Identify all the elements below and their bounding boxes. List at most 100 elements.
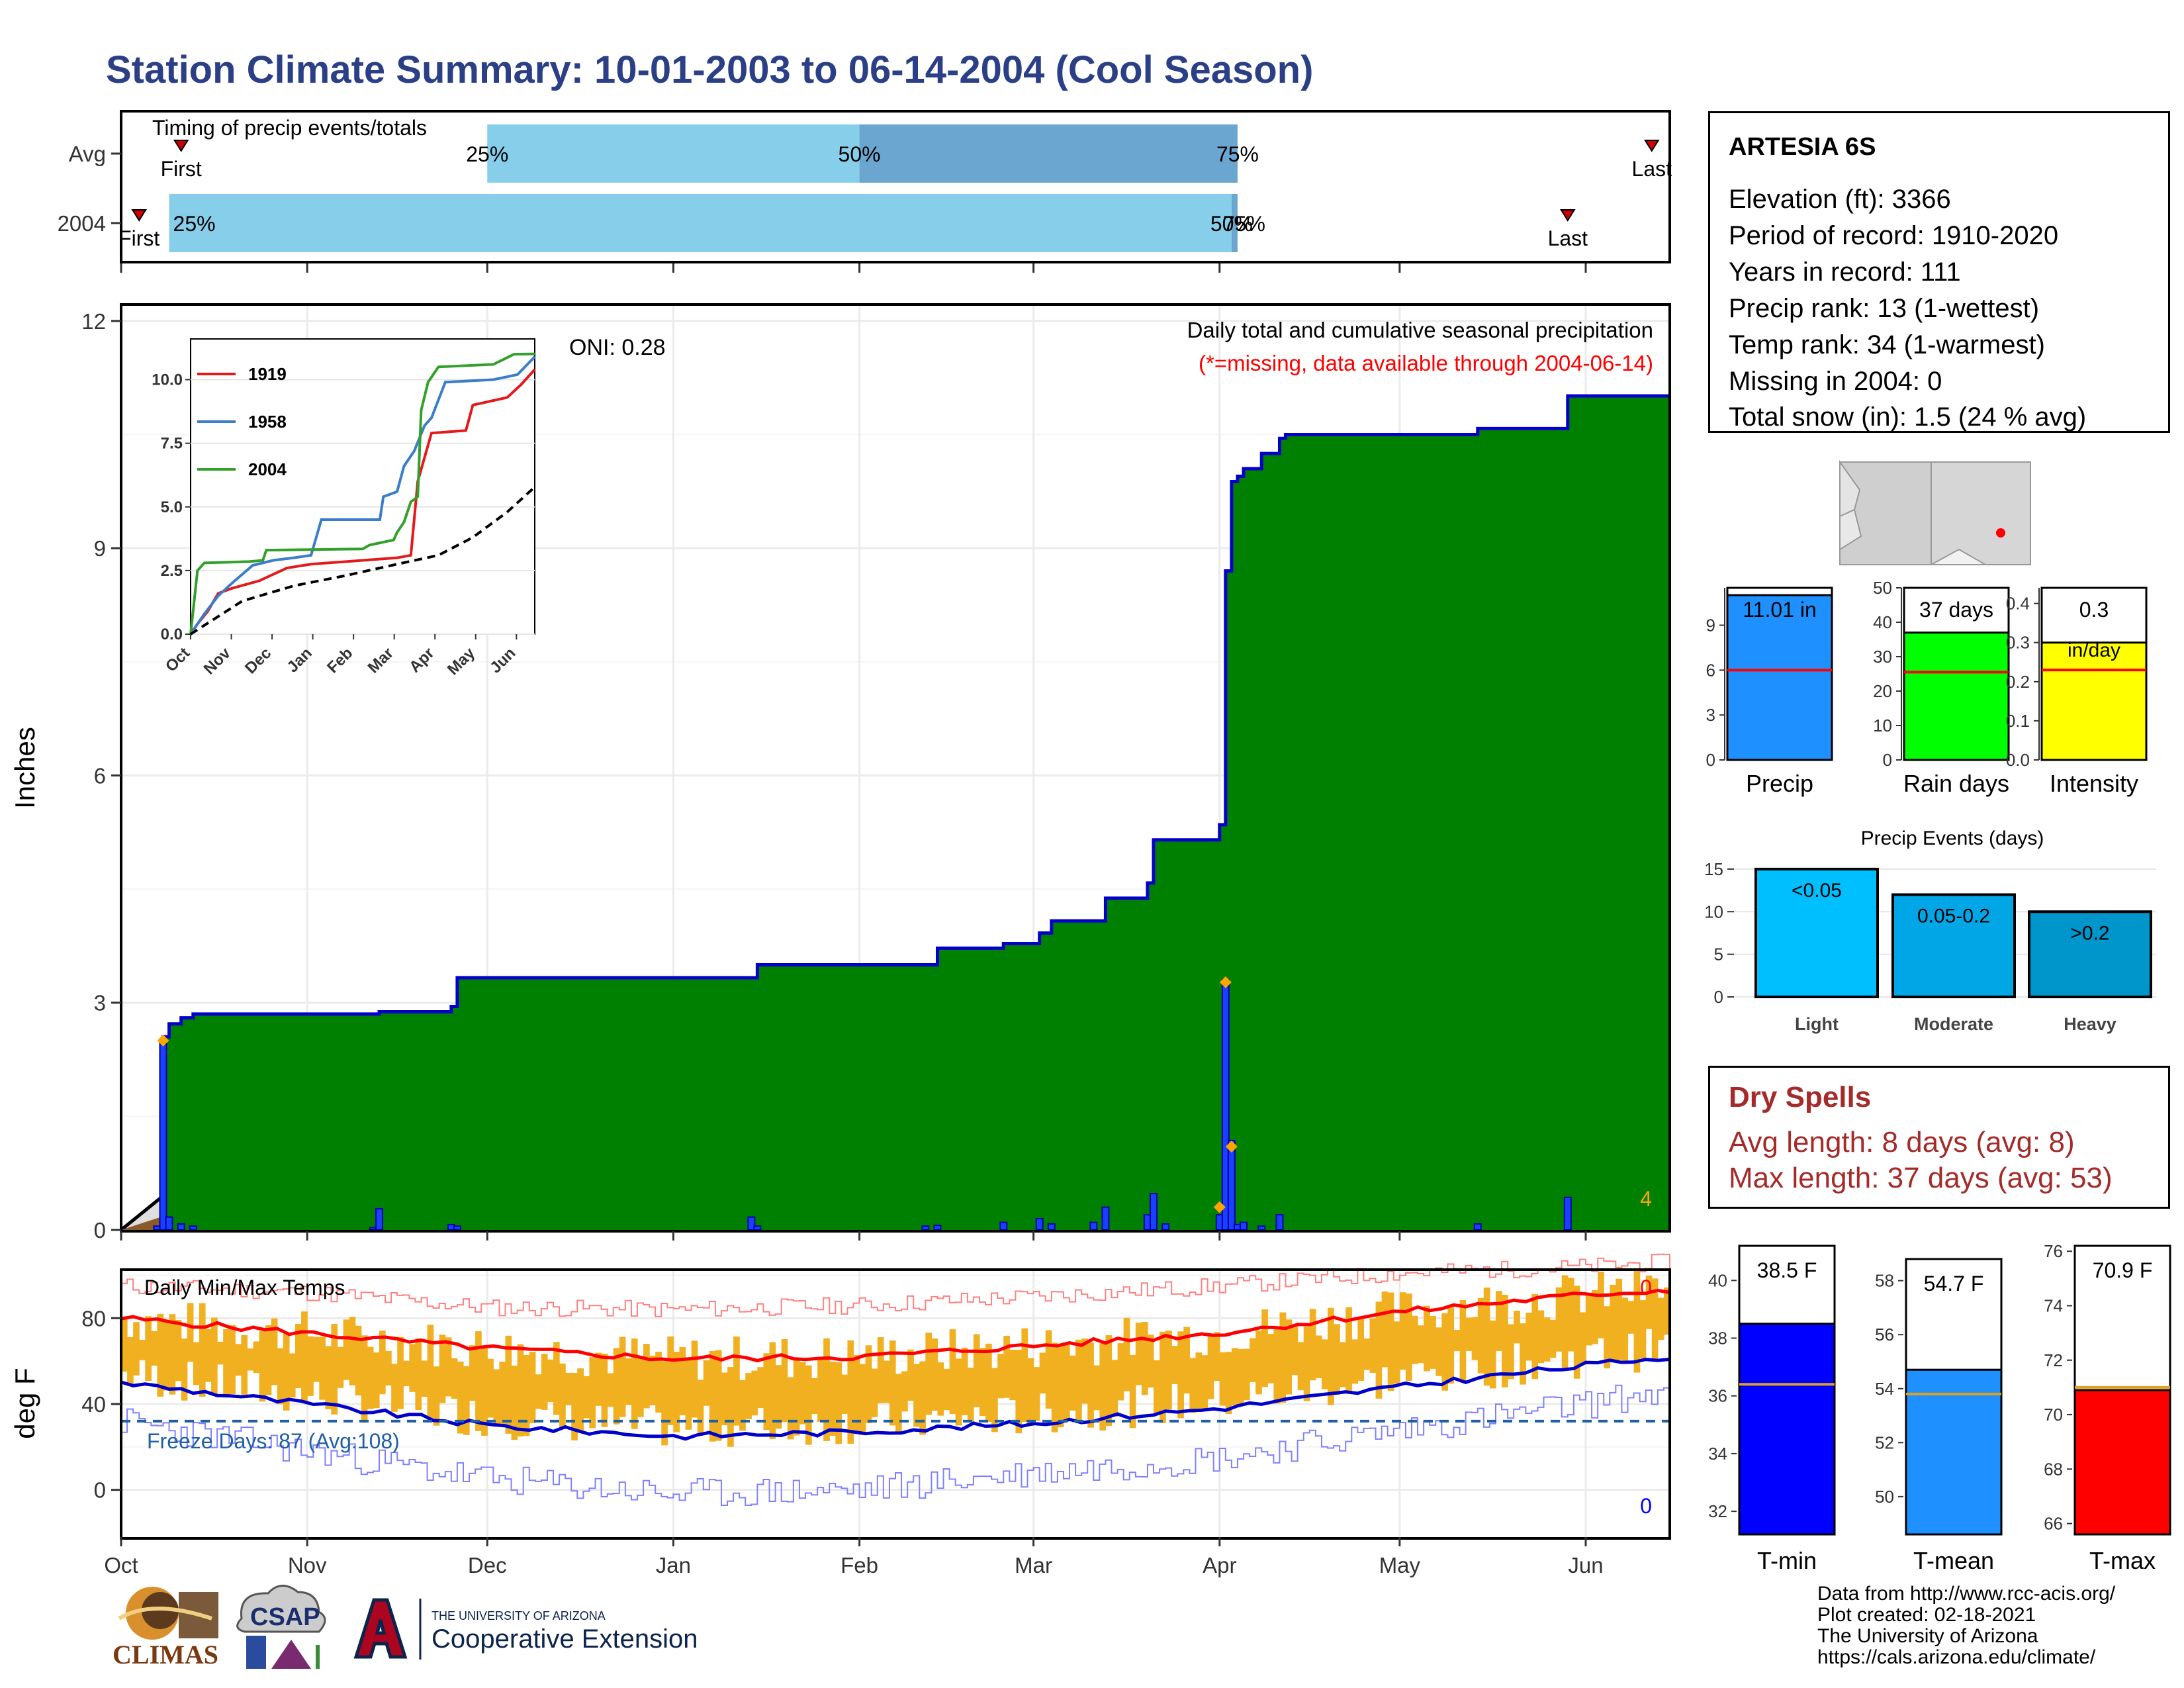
daily-temp-bar xyxy=(1195,1352,1203,1409)
timing-p50-label: 50% xyxy=(1210,212,1253,236)
daily-temp-bar xyxy=(1334,1324,1340,1395)
daily-temp-bar xyxy=(1399,1292,1406,1370)
daily-temp-bar xyxy=(361,1335,368,1423)
daily-temp-bar xyxy=(937,1362,944,1416)
inset-ytick-label: 5.0 xyxy=(161,498,183,516)
daily-temp-bar xyxy=(169,1314,176,1395)
daily-temp-bar xyxy=(1160,1331,1166,1423)
daily-temp-bar xyxy=(1075,1339,1082,1424)
temp-summary-fill xyxy=(1738,1323,1836,1536)
daily-temp-bar xyxy=(1430,1316,1436,1369)
station-snow: Total snow (in): 1.5 (24 % avg) xyxy=(1729,402,2087,432)
daily-precip-bar xyxy=(189,1225,197,1231)
temp-summary-ytick-label: 54 xyxy=(1875,1379,1894,1399)
daily-temp-bar xyxy=(295,1324,302,1388)
daily-temp-bar xyxy=(1586,1294,1592,1346)
daily-temp-bar xyxy=(1502,1294,1508,1387)
daily-precip-bar xyxy=(1473,1223,1482,1231)
daily-temp-bar xyxy=(1105,1335,1113,1427)
daily-temp-bar xyxy=(1345,1307,1352,1392)
daily-temp-bar xyxy=(1598,1272,1604,1338)
daily-temp-bar xyxy=(319,1336,326,1400)
daily-temp-bar xyxy=(1592,1290,1598,1344)
daily-temp-bar xyxy=(1514,1310,1520,1344)
temp-summary-label: T-min xyxy=(1757,1547,1817,1574)
daily-temp-bar xyxy=(955,1358,962,1426)
temp-summary-ytick-label: 50 xyxy=(1875,1487,1894,1507)
daily-temp-bar xyxy=(1321,1339,1328,1389)
summary-bar-ytick-label: 0 xyxy=(1883,750,1892,770)
daily-temp-bar xyxy=(1297,1342,1304,1391)
station-precip-rank: Precip rank: 13 (1-wettest) xyxy=(1729,294,2040,323)
daily-precip-bar xyxy=(1035,1217,1044,1231)
summary-bar-ytick-label: 0.3 xyxy=(2006,633,2030,653)
avg-min-line xyxy=(120,1357,1670,1441)
timing-last-marker xyxy=(1560,209,1576,222)
daily-temp-bar xyxy=(835,1362,842,1444)
daily-temp-bar xyxy=(943,1368,950,1411)
inset-frame xyxy=(190,338,535,635)
daily-temp-bar xyxy=(577,1368,584,1431)
daily-precip-bar xyxy=(1275,1214,1284,1231)
temp-summary-ytick-label: 34 xyxy=(1708,1444,1727,1464)
daily-temp-bar xyxy=(565,1372,572,1405)
daily-temp-bar xyxy=(1537,1310,1545,1364)
daily-temp-bar xyxy=(673,1352,680,1432)
daily-temp-bar xyxy=(691,1340,698,1418)
daily-temp-bar xyxy=(385,1350,392,1386)
temp-summary-fill xyxy=(1905,1368,2003,1536)
missing-marker xyxy=(1219,976,1232,988)
dry-spells-max: Max length: 37 days (avg: 53) xyxy=(1729,1162,2113,1194)
daily-temp-bar xyxy=(1111,1360,1118,1417)
daily-temp-bar xyxy=(1495,1291,1502,1351)
daily-temp-bar xyxy=(1027,1358,1034,1427)
daily-temp-bar xyxy=(1123,1317,1130,1391)
temp-top-count: 0 xyxy=(1640,1276,1652,1299)
map-mexico xyxy=(1931,548,1988,565)
summary-bar-ytick-label: 0.1 xyxy=(2006,711,2030,731)
daily-temp-bar xyxy=(1412,1315,1418,1364)
daily-temp-bar xyxy=(1117,1343,1124,1401)
daily-temp-bar xyxy=(607,1373,614,1407)
daily-temp-bar xyxy=(1369,1318,1377,1373)
daily-temp-bar xyxy=(649,1355,656,1406)
logos-strip: CLIMAS CSAP THE UNIVERSITY OF ARIZONA Co… xyxy=(113,1585,698,1669)
daily-temp-bar xyxy=(1219,1352,1226,1406)
credit-data-source: Data from http://www.rcc-acis.org/ xyxy=(1817,1583,2116,1605)
daily-temp-bar xyxy=(847,1340,854,1444)
daily-temp-bar xyxy=(631,1338,638,1429)
daily-temp-bar xyxy=(199,1303,206,1397)
daily-temp-bar xyxy=(463,1366,470,1435)
events-title: Precip Events (days) xyxy=(1861,827,2044,849)
month-label: May xyxy=(1379,1553,1421,1577)
summary-bar-ytick-label: 9 xyxy=(1706,616,1715,635)
daily-temp-bar xyxy=(343,1319,350,1380)
csap-logo-text: CSAP xyxy=(250,1603,320,1631)
daily-precip-bar xyxy=(1161,1223,1170,1231)
csap-logo: CSAP xyxy=(236,1585,326,1669)
temp-summary-value: 54.7 F xyxy=(1924,1272,1984,1295)
temp-summary-ytick-label: 76 xyxy=(2044,1241,2063,1261)
daily-temp-bar xyxy=(643,1344,650,1409)
daily-temp-bar xyxy=(865,1345,872,1424)
inset-series-line xyxy=(189,355,536,635)
summary-bar-fill xyxy=(1903,632,2010,761)
daily-temp-bar xyxy=(1465,1317,1473,1351)
record-min-line xyxy=(121,1377,1670,1506)
month-label: Nov xyxy=(288,1553,327,1577)
daily-temp-bar xyxy=(889,1340,896,1426)
daily-temp-bar xyxy=(1135,1323,1142,1385)
daily-temp-bar xyxy=(721,1372,728,1426)
daily-temp-bar xyxy=(727,1367,734,1447)
daily-temp-bar xyxy=(1477,1297,1484,1374)
daily-temp-bar xyxy=(1651,1278,1659,1362)
missing-marker xyxy=(1213,1201,1226,1213)
daily-precip-bar xyxy=(921,1225,930,1231)
daily-temp-bar xyxy=(805,1365,812,1445)
daily-temp-bar xyxy=(391,1364,398,1412)
daily-temp-bar xyxy=(367,1346,374,1409)
daily-temp-bar xyxy=(661,1361,668,1446)
station-map xyxy=(1839,459,2031,565)
timing-p25-label: 25% xyxy=(173,212,216,236)
daily-temp-bar xyxy=(967,1368,974,1423)
